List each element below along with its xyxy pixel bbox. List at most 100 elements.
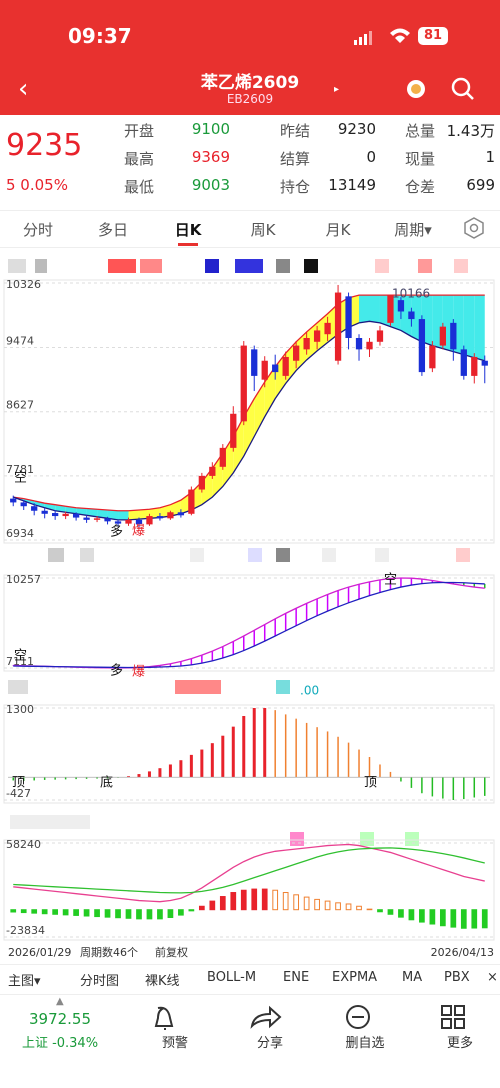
candle-body [471, 356, 478, 376]
macd-bar [282, 892, 289, 911]
quote-label: 仓差 [405, 178, 436, 196]
toolbar-item[interactable]: MA [402, 970, 423, 985]
nav-item[interactable]: 分享 [256, 1036, 283, 1051]
fast-line [13, 577, 485, 669]
period-tab[interactable]: 日K [174, 221, 202, 239]
band-fill [107, 509, 119, 520]
nav-item[interactable]: 更多 [446, 1036, 473, 1051]
candle-body [261, 360, 268, 380]
candle-body [429, 345, 436, 369]
search-icon[interactable] [450, 76, 476, 102]
nav-icons [154, 1005, 465, 1030]
y-tick-label: 1300 [6, 703, 34, 716]
macd-bar [345, 903, 352, 911]
period-tab[interactable]: 周K [250, 221, 276, 239]
macd-bar [167, 909, 174, 918]
candle-body [72, 513, 80, 518]
legend-chip [276, 680, 290, 694]
candle-body [62, 513, 69, 517]
macd-bar [136, 909, 142, 920]
macd-bar [10, 909, 17, 913]
macd-bar [303, 896, 310, 911]
legend-chip [304, 259, 318, 273]
quote-value: 9100 [191, 120, 230, 138]
y-tick-label: 10257 [6, 573, 41, 586]
candle-body [450, 322, 457, 350]
period-tab[interactable]: 多日 [97, 221, 128, 239]
legend-chip [322, 548, 336, 562]
last-price: 9235 [6, 128, 83, 163]
nav-item[interactable]: 预警 [161, 1036, 188, 1051]
macd-bar [20, 909, 27, 914]
annotation: 顶 [364, 776, 377, 791]
toolbar-item[interactable]: 裸K线 [145, 974, 180, 989]
macd-bar [73, 909, 79, 916]
annotation: 多 [110, 663, 123, 679]
candle-body [177, 512, 185, 516]
price-change: 5 0.05% [6, 176, 68, 194]
candle-body [83, 517, 90, 520]
toolbar-item[interactable]: PBX [444, 970, 470, 985]
macd-bar [219, 896, 226, 911]
macd-bar [41, 909, 48, 915]
toolbar-item[interactable]: EXPMA [332, 970, 378, 985]
candle-body [313, 330, 321, 342]
y-tick-label: -427 [6, 787, 31, 800]
annotation: 爆 [132, 524, 145, 539]
toolbar-item[interactable]: BOLL-M [207, 970, 257, 985]
signal [354, 30, 374, 45]
back-button[interactable]: ‹ [18, 74, 29, 104]
nav-item[interactable]: 删自选 [345, 1036, 385, 1051]
macd-bar [62, 909, 69, 916]
candle-body [355, 338, 363, 350]
toolbar-item[interactable]: × [487, 970, 498, 985]
candle-body [397, 300, 405, 312]
period-tab[interactable]: 周期▾ [394, 221, 432, 239]
band-fill [44, 503, 56, 511]
macd-bar [429, 909, 436, 925]
candle-body [376, 330, 384, 342]
macd-bar [356, 905, 362, 911]
macd-bar [419, 909, 425, 923]
candle-body [481, 360, 488, 366]
index-value[interactable]: 3972.55 [28, 1010, 92, 1028]
toolbar-item[interactable]: 分时图 [80, 974, 120, 989]
macd-bar [146, 909, 153, 920]
candle-body [114, 521, 122, 524]
next-arrow[interactable]: ▸ [334, 84, 340, 95]
macd-bar [125, 909, 132, 919]
period-tab[interactable]: 月K [325, 221, 351, 239]
candle-body [104, 518, 111, 522]
settings-icon[interactable] [462, 216, 486, 240]
band-fill [55, 504, 66, 513]
candle-body [209, 466, 216, 476]
toolbar-item[interactable]: 主图▾ [8, 974, 41, 989]
quote-value: 1 [485, 148, 495, 166]
macd-bar [471, 909, 478, 929]
macd-bar [460, 909, 467, 929]
quote-label: 总量 [405, 122, 436, 140]
instrument-code: EB2609 [226, 92, 274, 106]
legend-chip [375, 259, 389, 273]
index-name[interactable]: 上证 -0.34% [21, 1036, 99, 1051]
y-tick-label: 7781 [6, 463, 34, 476]
macd-bar [293, 894, 300, 911]
legend-chip [205, 259, 219, 273]
macd-bar [481, 909, 488, 929]
legend-chip [80, 548, 94, 562]
alarm-icon[interactable] [404, 76, 428, 100]
candle-body [387, 295, 394, 323]
band-fill [34, 500, 45, 508]
period-tab[interactable]: 分时 [22, 221, 53, 239]
macd-bar [104, 909, 111, 918]
toolbar-item[interactable]: ENE [283, 970, 310, 985]
macd-bar [188, 909, 195, 912]
annotation: 空 [14, 649, 27, 664]
candle-body [198, 475, 205, 490]
quote-value: 9003 [191, 176, 230, 194]
end-date: 2026/04/13 [431, 946, 494, 959]
annotation: 顶 [12, 776, 25, 791]
lower-line [13, 320, 485, 521]
wifi [388, 26, 412, 44]
